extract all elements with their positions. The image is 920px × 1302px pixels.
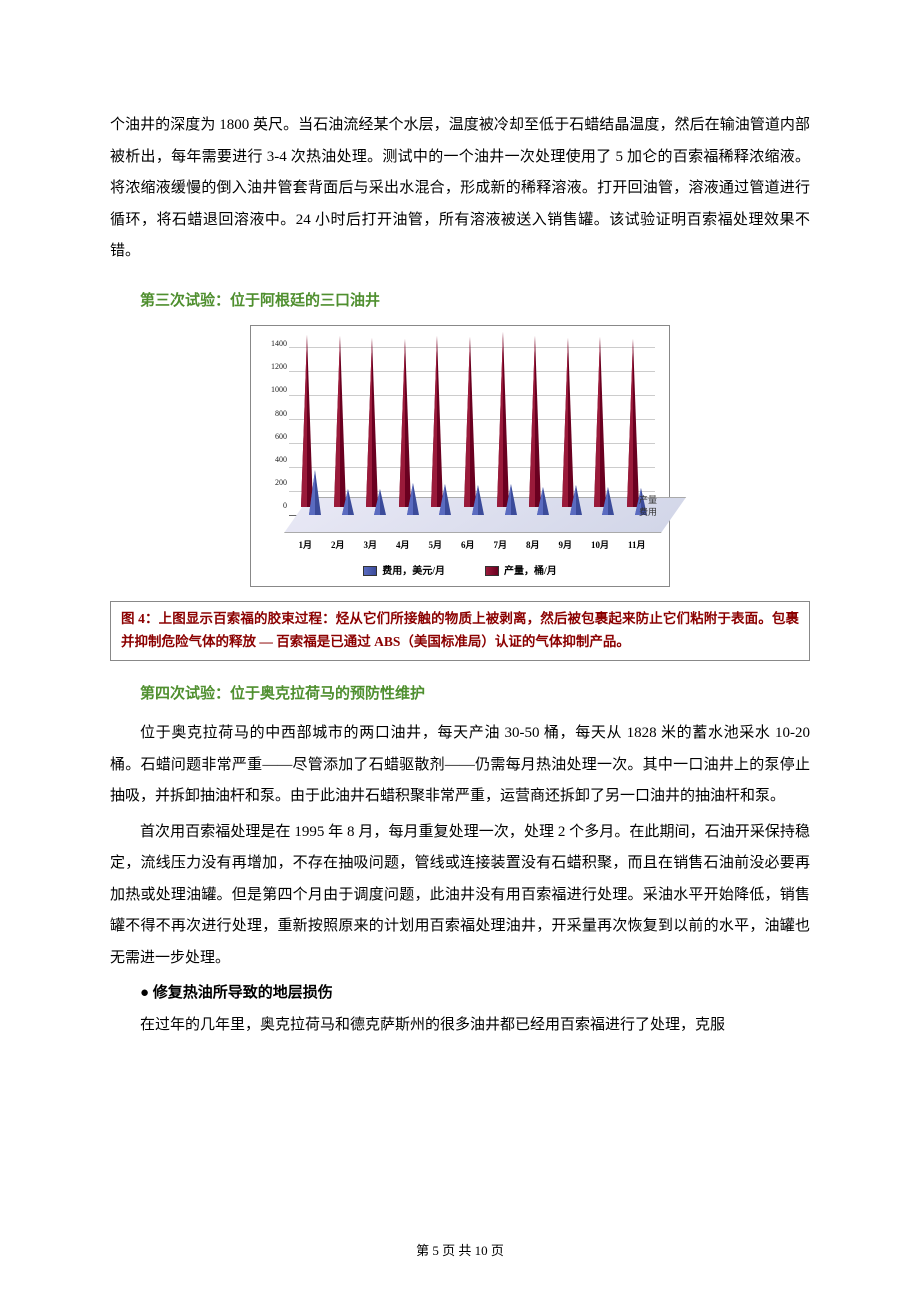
chart-cone xyxy=(497,332,510,507)
chart-y-axis: 0 200 400 600 800 1000 1200 1400 xyxy=(259,336,287,515)
chart-cone xyxy=(374,489,387,515)
depth-label-prod: 产量 xyxy=(639,494,657,507)
legend-item-prod: 产量，桶/月 xyxy=(485,561,557,582)
chart-columns xyxy=(289,336,655,515)
chart-container: 0200400600800100012001400 产量 费用 1月2月3月4月… xyxy=(110,325,810,587)
chart-depth-labels: 产量 费用 xyxy=(639,494,657,519)
chart-cone xyxy=(627,339,640,507)
chart-cone xyxy=(431,335,444,507)
x-tick: 10月 xyxy=(591,536,609,555)
col-group xyxy=(326,343,359,515)
repair-p1: 在过年的几年里，奥克拉荷马和德克萨斯州的很多油井都已经用百索福进行了处理，克服 xyxy=(110,1010,810,1042)
col-group xyxy=(553,346,586,515)
chart-plot-area: 0200400600800100012001400 产量 费用 xyxy=(289,336,655,516)
col-group xyxy=(456,345,489,515)
y-tick: 800 xyxy=(259,406,287,423)
col-group xyxy=(423,343,456,515)
y-tick: 1000 xyxy=(259,382,287,399)
col-group xyxy=(521,343,554,515)
chart-cone xyxy=(529,335,542,507)
chart-cone xyxy=(342,489,355,515)
chart-cone xyxy=(472,485,485,515)
x-tick: 5月 xyxy=(428,536,442,555)
chart-cone xyxy=(602,486,615,515)
x-tick: 9月 xyxy=(558,536,572,555)
chart-cone xyxy=(537,486,550,515)
y-tick: 200 xyxy=(259,475,287,492)
trial4-heading: 第四次试验：位于奥克拉荷马的预防性维护 xyxy=(110,679,810,711)
y-tick: 1400 xyxy=(259,336,287,353)
x-tick: 8月 xyxy=(526,536,540,555)
x-tick: 2月 xyxy=(331,536,345,555)
chart-legend: 费用，美元/月 产量，桶/月 xyxy=(259,561,661,582)
x-tick: 1月 xyxy=(298,536,312,555)
x-tick: 11月 xyxy=(628,536,646,555)
col-group xyxy=(358,346,391,515)
legend-swatch-prod xyxy=(485,566,499,576)
legend-label-prod: 产量，桶/月 xyxy=(504,561,557,582)
trial3-heading: 第三次试验：位于阿根廷的三口油井 xyxy=(110,286,810,318)
x-tick: 6月 xyxy=(461,536,475,555)
chart-cone xyxy=(334,335,347,507)
chart-box: 0200400600800100012001400 产量 费用 1月2月3月4月… xyxy=(250,325,670,587)
y-tick: 600 xyxy=(259,429,287,446)
col-group xyxy=(586,345,619,515)
x-tick: 7月 xyxy=(493,536,507,555)
y-tick: 0 xyxy=(259,498,287,515)
trial4-p2: 首次用百索福处理是在 1995 年 8 月，每月重复处理一次，处理 2 个多月。… xyxy=(110,817,810,975)
col-group xyxy=(391,347,424,515)
intro-paragraph: 个油井的深度为 1800 英尺。当石油流经某个水层，温度被冷却至低于石蜡结晶温度… xyxy=(110,110,810,268)
col-group xyxy=(618,347,651,515)
col-group xyxy=(293,342,326,515)
chart-cone xyxy=(562,338,575,507)
depth-label-cost: 费用 xyxy=(639,506,657,519)
chart-x-axis: 1月 2月 3月 4月 5月 6月 7月 8月 9月 10月 11月 xyxy=(289,536,655,555)
chart-cone xyxy=(439,484,452,515)
legend-label-cost: 费用，美元/月 xyxy=(382,561,445,582)
chart-cone xyxy=(570,485,583,515)
chart-cone xyxy=(407,483,420,515)
chart-cone xyxy=(309,469,322,515)
chart-cone xyxy=(594,337,607,507)
y-tick: 400 xyxy=(259,452,287,469)
x-tick: 3月 xyxy=(363,536,377,555)
chart-cone xyxy=(464,337,477,507)
page-footer: 第 5 页 共 10 页 xyxy=(0,1237,920,1264)
chart-cone xyxy=(505,484,518,515)
y-tick: 1200 xyxy=(259,359,287,376)
col-group xyxy=(488,340,521,515)
trial4-p1: 位于奥克拉荷马的中西部城市的两口油井，每天产油 30-50 桶，每天从 1828… xyxy=(110,718,810,813)
repair-heading: ● 修复热油所导致的地层损伤 xyxy=(110,978,810,1010)
x-tick: 4月 xyxy=(396,536,410,555)
legend-item-cost: 费用，美元/月 xyxy=(363,561,445,582)
legend-swatch-cost xyxy=(363,566,377,576)
chart-cone xyxy=(366,338,379,507)
figure-caption: 图 4：上图显示百索福的胶束过程：烃从它们所接触的物质上被剥离，然后被包裹起来防… xyxy=(110,601,810,661)
